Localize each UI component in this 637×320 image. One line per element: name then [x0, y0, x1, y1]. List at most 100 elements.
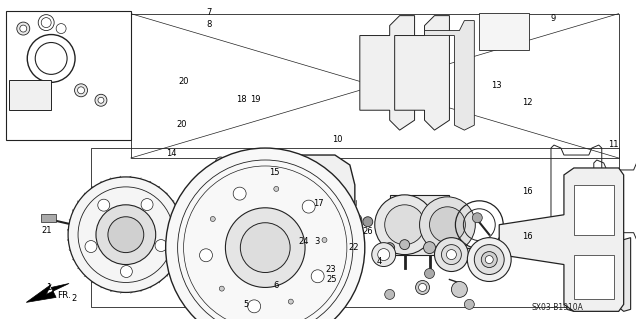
Circle shape [464, 300, 475, 309]
Text: 11: 11 [608, 140, 619, 148]
Text: 10: 10 [333, 135, 343, 144]
Polygon shape [395, 16, 450, 130]
Bar [6, 11, 131, 140]
Text: 1: 1 [47, 283, 52, 292]
Circle shape [120, 266, 132, 277]
Circle shape [419, 284, 427, 292]
Circle shape [363, 217, 373, 227]
Text: 3: 3 [314, 237, 319, 246]
Circle shape [399, 240, 410, 250]
Circle shape [98, 97, 104, 103]
Circle shape [415, 280, 429, 294]
Bar [390, 195, 450, 255]
Bar [479, 13, 529, 51]
Text: 22: 22 [348, 243, 359, 252]
Circle shape [75, 84, 87, 97]
Circle shape [447, 250, 456, 260]
Circle shape [265, 203, 309, 247]
Circle shape [96, 205, 155, 265]
Circle shape [372, 243, 396, 267]
Text: 25: 25 [326, 275, 336, 284]
Circle shape [98, 199, 110, 211]
Circle shape [199, 249, 213, 262]
Text: 9: 9 [550, 14, 556, 23]
Polygon shape [10, 80, 51, 110]
Circle shape [350, 214, 362, 226]
Circle shape [210, 217, 215, 221]
Circle shape [233, 187, 246, 200]
Circle shape [166, 148, 365, 320]
Circle shape [468, 238, 511, 282]
Text: 20: 20 [177, 120, 187, 130]
Polygon shape [26, 284, 69, 302]
Text: 12: 12 [522, 98, 533, 107]
Circle shape [385, 205, 424, 244]
Text: 20: 20 [178, 77, 189, 86]
Circle shape [141, 199, 153, 211]
Circle shape [68, 177, 183, 292]
Circle shape [434, 238, 468, 271]
Circle shape [289, 299, 293, 304]
Bar [574, 185, 613, 235]
Circle shape [240, 223, 290, 273]
Circle shape [441, 244, 461, 265]
Text: 4: 4 [376, 258, 382, 267]
Circle shape [375, 195, 434, 255]
Polygon shape [185, 185, 220, 265]
Circle shape [155, 240, 167, 252]
Circle shape [472, 213, 482, 223]
Polygon shape [567, 238, 631, 311]
Polygon shape [424, 20, 475, 130]
Circle shape [322, 237, 327, 243]
Bar [41, 214, 56, 222]
Circle shape [78, 87, 85, 94]
Text: 14: 14 [166, 149, 176, 158]
Text: 21: 21 [42, 226, 52, 235]
Text: 26: 26 [362, 227, 373, 236]
Circle shape [385, 289, 395, 300]
Circle shape [482, 252, 497, 268]
Text: 16: 16 [522, 188, 533, 196]
Circle shape [590, 267, 607, 283]
Circle shape [249, 187, 325, 262]
Text: 16: 16 [522, 232, 533, 241]
Circle shape [215, 157, 225, 167]
Polygon shape [360, 16, 415, 130]
Text: 5: 5 [243, 300, 248, 309]
Circle shape [485, 256, 493, 264]
Circle shape [238, 175, 337, 275]
Circle shape [452, 282, 468, 297]
Polygon shape [215, 155, 355, 294]
Text: 23: 23 [326, 265, 336, 275]
Circle shape [197, 217, 213, 233]
Circle shape [215, 285, 225, 295]
Text: 19: 19 [250, 95, 261, 104]
Circle shape [378, 249, 390, 260]
Circle shape [17, 22, 30, 35]
Circle shape [108, 217, 144, 252]
Bar [574, 255, 613, 300]
Text: SX03-B1910A: SX03-B1910A [531, 303, 583, 312]
Text: 2: 2 [72, 294, 77, 303]
Circle shape [424, 268, 434, 278]
Text: 6: 6 [273, 281, 279, 290]
Text: 7: 7 [207, 8, 212, 17]
Circle shape [274, 187, 279, 191]
Polygon shape [499, 168, 624, 311]
Text: 8: 8 [207, 20, 212, 29]
Circle shape [219, 286, 224, 291]
Text: 13: 13 [490, 81, 501, 90]
Circle shape [311, 270, 324, 283]
Circle shape [248, 300, 261, 313]
Text: 17: 17 [313, 198, 324, 207]
Circle shape [95, 94, 107, 106]
Circle shape [20, 25, 27, 32]
Text: 24: 24 [299, 237, 309, 246]
Circle shape [85, 241, 97, 252]
Circle shape [429, 207, 466, 243]
Circle shape [385, 243, 395, 252]
Circle shape [420, 197, 475, 252]
Text: 18: 18 [236, 95, 247, 104]
Circle shape [225, 208, 305, 287]
Text: FR.: FR. [57, 291, 71, 300]
